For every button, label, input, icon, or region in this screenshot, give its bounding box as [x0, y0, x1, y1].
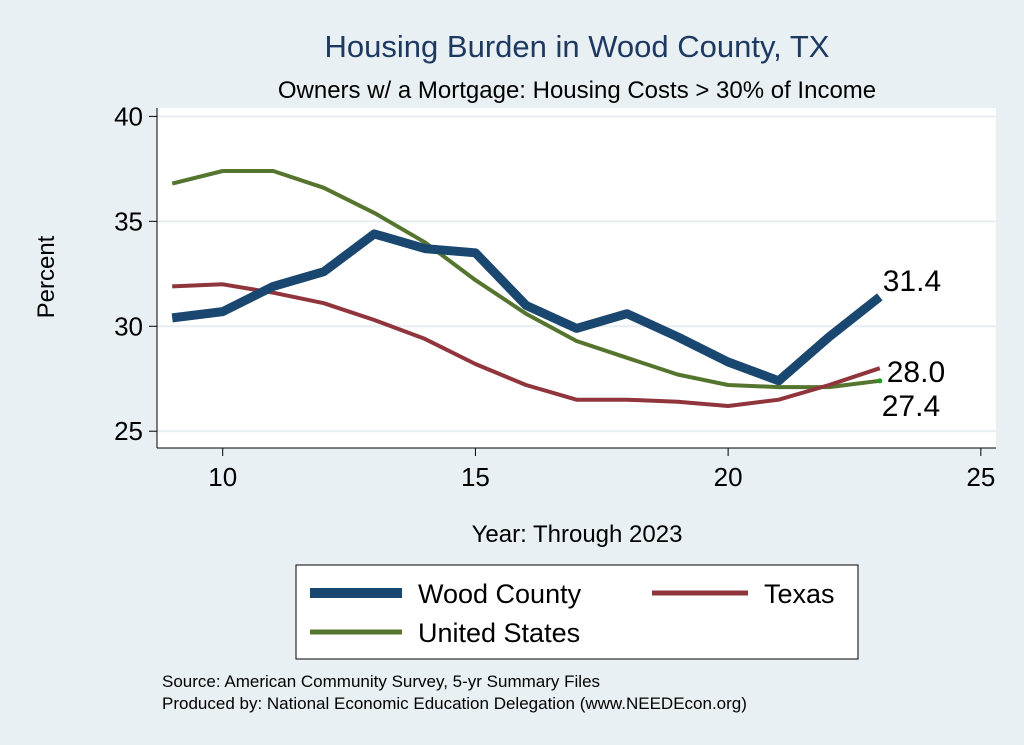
series-line-wood-county [171, 229, 883, 386]
producer-note: Produced by: National Economic Education… [162, 694, 747, 713]
x-tick-label-25: 25 [966, 462, 995, 492]
x-tick-label-15: 15 [461, 462, 490, 492]
end-label-texas: 28.0 [887, 356, 945, 389]
y-tick-label-40: 40 [114, 101, 143, 131]
end-marker-united-states [877, 378, 883, 384]
source-note: Source: American Community Survey, 5-yr … [162, 672, 600, 691]
chart-title: Housing Burden in Wood County, TX [325, 29, 830, 64]
chart-subtitle: Owners w/ a Mortgage: Housing Costs > 30… [278, 77, 876, 104]
y-tick-label-30: 30 [114, 311, 143, 341]
axes: 25 30 35 40 10 15 20 25 [114, 101, 996, 492]
plot-area [157, 108, 996, 448]
legend-box [295, 564, 859, 660]
x-tick-label-20: 20 [714, 462, 743, 492]
legend-label-united-states: United States [418, 618, 580, 648]
y-tick-label-25: 25 [114, 416, 143, 446]
end-labels: 31.4 28.027.4 [882, 265, 945, 423]
end-label-wood-county: 31.4 [883, 265, 941, 298]
y-tick-label-35: 35 [114, 206, 143, 236]
legend-label-texas: Texas [764, 579, 835, 609]
legend: Wood County Texas United States [295, 564, 859, 660]
x-axis-title: Year: Through 2023 [472, 521, 683, 548]
x-tick-label-10: 10 [208, 462, 237, 492]
series-line-united-states [171, 169, 881, 390]
legend-label-wood-county: Wood County [418, 579, 582, 609]
series-line-texas [172, 282, 881, 408]
series-lines [171, 169, 883, 408]
y-axis-title: Percent [33, 235, 60, 318]
end-label-united-states: 27.4 [882, 390, 940, 423]
